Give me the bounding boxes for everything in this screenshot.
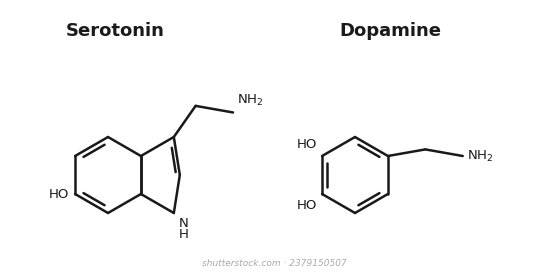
Text: Dopamine: Dopamine — [339, 22, 441, 40]
Text: Serotonin: Serotonin — [65, 22, 165, 40]
Text: HO: HO — [296, 199, 317, 212]
Text: N: N — [179, 217, 188, 230]
Text: HO: HO — [49, 188, 69, 200]
Text: shutterstock.com · 2379150507: shutterstock.com · 2379150507 — [201, 259, 346, 268]
Text: NH$_2$: NH$_2$ — [237, 93, 264, 108]
Text: HO: HO — [296, 138, 317, 151]
Text: H: H — [179, 228, 189, 241]
Text: NH$_2$: NH$_2$ — [467, 148, 493, 164]
